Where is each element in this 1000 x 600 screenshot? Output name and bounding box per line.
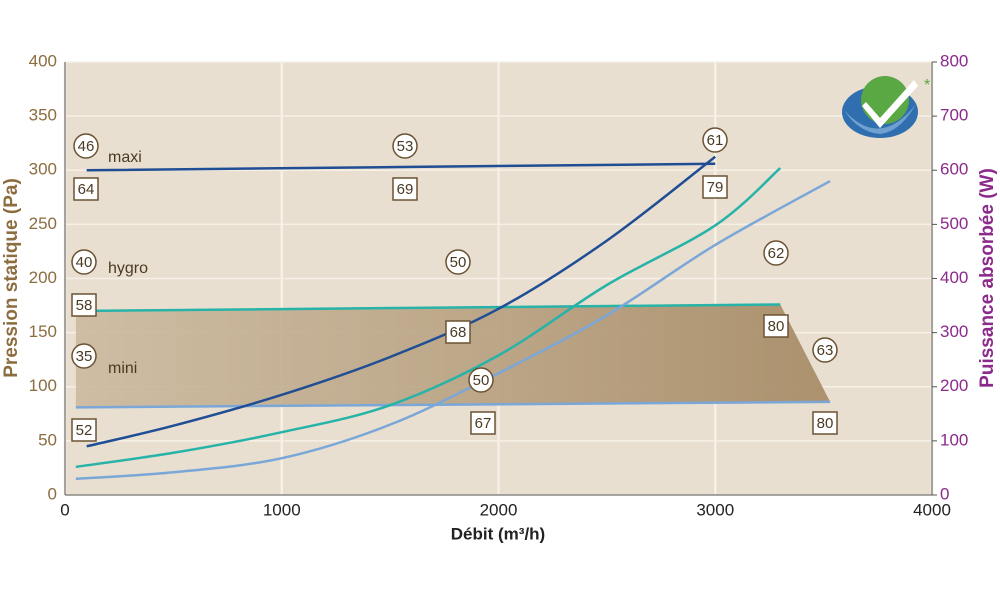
y-tick-label: 0	[48, 484, 57, 503]
circle-badge	[392, 133, 418, 159]
box-label: 80	[817, 415, 834, 432]
box-badge	[392, 177, 418, 201]
y2-tick-label: 200	[940, 376, 968, 395]
y-tick-label: 250	[29, 214, 57, 233]
y2-axis-label: Puissance absorbée (W)	[977, 168, 998, 388]
x-axis-label: Débit (m³/h)	[451, 524, 545, 543]
y2-tick-label: 700	[940, 106, 968, 125]
circle-badge	[702, 127, 728, 153]
circle-label: 61	[707, 132, 724, 149]
y-tick-label: 300	[29, 160, 57, 179]
x-tick-label: 1000	[263, 500, 301, 519]
x-tick-label: 2000	[480, 500, 518, 519]
box-label: 80	[768, 318, 785, 335]
y2-tick-label: 800	[940, 51, 968, 70]
circle-badge	[71, 249, 97, 275]
circle-badge	[71, 343, 97, 369]
box-badge	[73, 177, 99, 201]
y2-tick-label: 300	[940, 322, 968, 341]
box-badge	[445, 320, 471, 344]
power-curve	[75, 167, 782, 469]
y-tick-label: 200	[29, 268, 57, 287]
circle-badge	[73, 133, 99, 159]
circle-label: 63	[817, 342, 834, 359]
box-label: 58	[76, 297, 93, 314]
series-label: hygro	[108, 260, 148, 277]
y-axis-label: Pression statique (Pa)	[1, 178, 22, 378]
y2-tick-label: 500	[940, 214, 968, 233]
box-badge	[702, 175, 728, 199]
box-label: 79	[707, 179, 724, 196]
box-badge	[71, 418, 97, 442]
power-curve	[75, 179, 831, 481]
circle-badge	[763, 240, 789, 266]
circle-label: 50	[450, 254, 467, 271]
pressure-line	[75, 400, 831, 409]
circle-label: 50	[473, 372, 490, 389]
y2-tick-label: 0	[940, 484, 949, 503]
box-label: 68	[450, 324, 467, 341]
y-tick-label: 400	[29, 51, 57, 70]
circle-badge	[812, 337, 838, 363]
box-label: 67	[475, 415, 492, 432]
box-badge	[71, 293, 97, 317]
box-badge	[470, 411, 496, 435]
circle-label: 53	[397, 138, 414, 155]
box-badge	[812, 411, 838, 435]
circle-label: 62	[768, 245, 785, 262]
pressure-line	[75, 303, 781, 313]
box-label: 64	[78, 181, 95, 198]
pressure-line	[86, 162, 716, 172]
power-curve	[86, 155, 717, 448]
box-badge	[763, 314, 789, 338]
x-tick-label: 0	[60, 500, 69, 519]
y2-tick-label: 100	[940, 430, 968, 449]
y-tick-label: 350	[29, 106, 57, 125]
circle-label: 35	[76, 348, 93, 365]
circle-badge	[445, 249, 471, 275]
box-label: 52	[76, 422, 93, 439]
series-label: maxi	[108, 149, 142, 166]
y2-tick-label: 400	[940, 268, 968, 287]
series-label: mini	[108, 360, 137, 377]
circle-label: 40	[76, 254, 93, 271]
circle-label: 46	[78, 138, 95, 155]
logo: *	[842, 76, 930, 138]
badge-asterisk: *	[924, 77, 930, 94]
circle-badge	[468, 367, 494, 393]
y-tick-label: 50	[38, 430, 57, 449]
y-tick-label: 100	[29, 376, 57, 395]
x-tick-label: 4000	[913, 500, 951, 519]
y-tick-label: 150	[29, 322, 57, 341]
x-tick-label: 3000	[696, 500, 734, 519]
box-label: 69	[397, 181, 414, 198]
y2-tick-label: 600	[940, 160, 968, 179]
operating-zone	[75, 304, 831, 408]
